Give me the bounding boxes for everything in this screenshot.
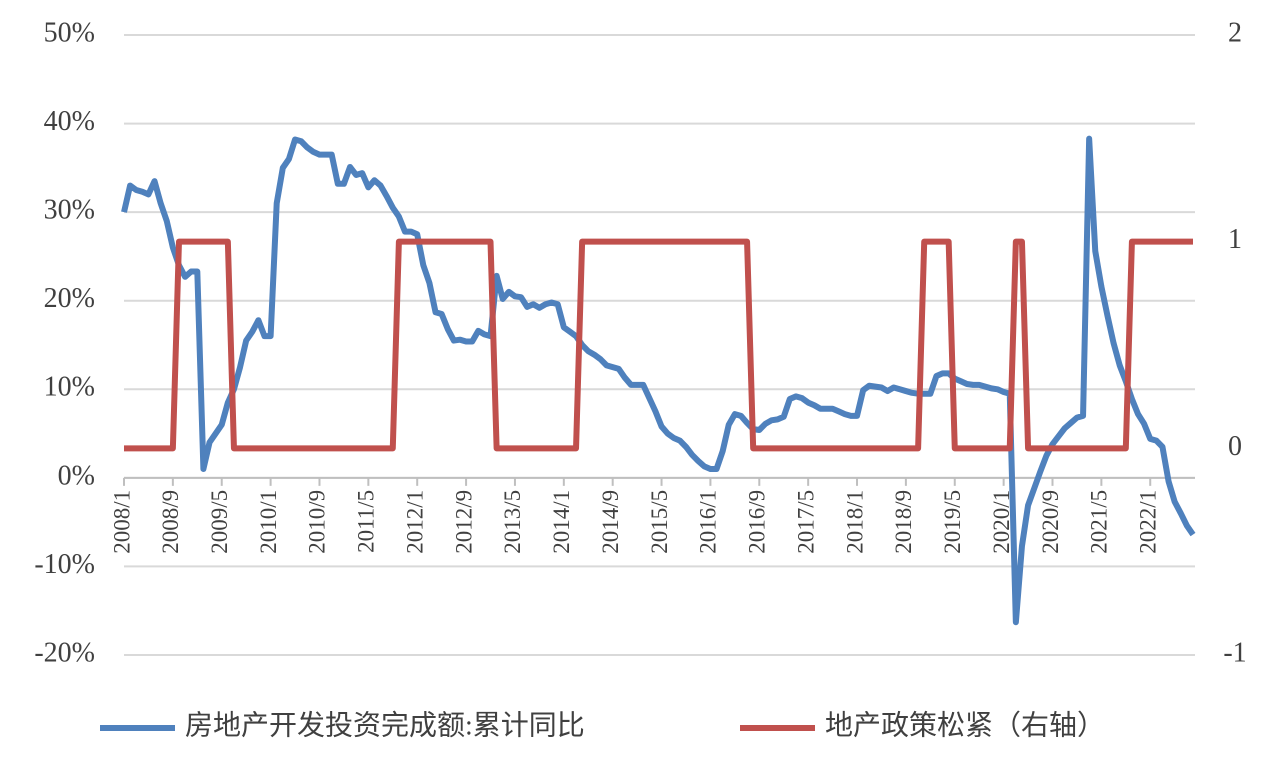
y2-tick-label: 2 [1228, 17, 1242, 48]
x-tick-label: 2019/5 [940, 490, 965, 554]
x-tick-label: 2020/9 [1038, 490, 1063, 554]
x-tick-label: 2014/1 [549, 490, 574, 554]
x-tick-label: 2018/1 [842, 490, 867, 554]
x-tick-label: 2012/1 [402, 490, 427, 554]
y2-tick-label: -1 [1223, 637, 1246, 668]
x-tick-label: 2021/5 [1087, 490, 1112, 554]
x-tick-label: 2009/5 [207, 490, 232, 554]
y2-tick-label: 0 [1228, 431, 1242, 462]
y2-tick-label: 1 [1228, 224, 1242, 255]
series-line [124, 238, 1193, 452]
y-tick-label: 40% [44, 106, 95, 137]
x-tick-label: 2016/1 [696, 490, 721, 554]
x-tick-label: 2022/1 [1136, 490, 1161, 554]
y-tick-label: 10% [44, 372, 95, 403]
x-tick-label: 2011/5 [354, 490, 379, 553]
x-tick-label: 2010/9 [305, 490, 330, 554]
legend-label: 房地产开发投资完成额:累计同比 [185, 709, 585, 741]
x-tick-label: 2013/5 [500, 490, 525, 554]
x-tick-label: 2008/1 [109, 490, 134, 554]
x-tick-label: 2016/9 [745, 490, 770, 554]
y-tick-label: 30% [44, 195, 95, 226]
y-tick-label: 0% [58, 460, 95, 491]
y-tick-label: 20% [44, 283, 95, 314]
x-tick-label: 2018/9 [891, 490, 916, 554]
y-tick-label: -10% [34, 549, 95, 580]
x-tick-label: 2008/9 [158, 490, 183, 554]
x-tick-label: 2012/9 [451, 490, 476, 554]
series-line [121, 135, 1196, 626]
y-tick-label: -20% [34, 637, 95, 668]
legend-label: 地产政策松紧（右轴） [825, 709, 1105, 741]
x-tick-label: 2010/1 [256, 490, 281, 554]
x-tick-label: 2015/5 [647, 490, 672, 554]
x-tick-label: 2014/9 [598, 490, 623, 554]
y-tick-label: 50% [44, 17, 95, 48]
x-tick-label: 2017/5 [793, 490, 818, 554]
